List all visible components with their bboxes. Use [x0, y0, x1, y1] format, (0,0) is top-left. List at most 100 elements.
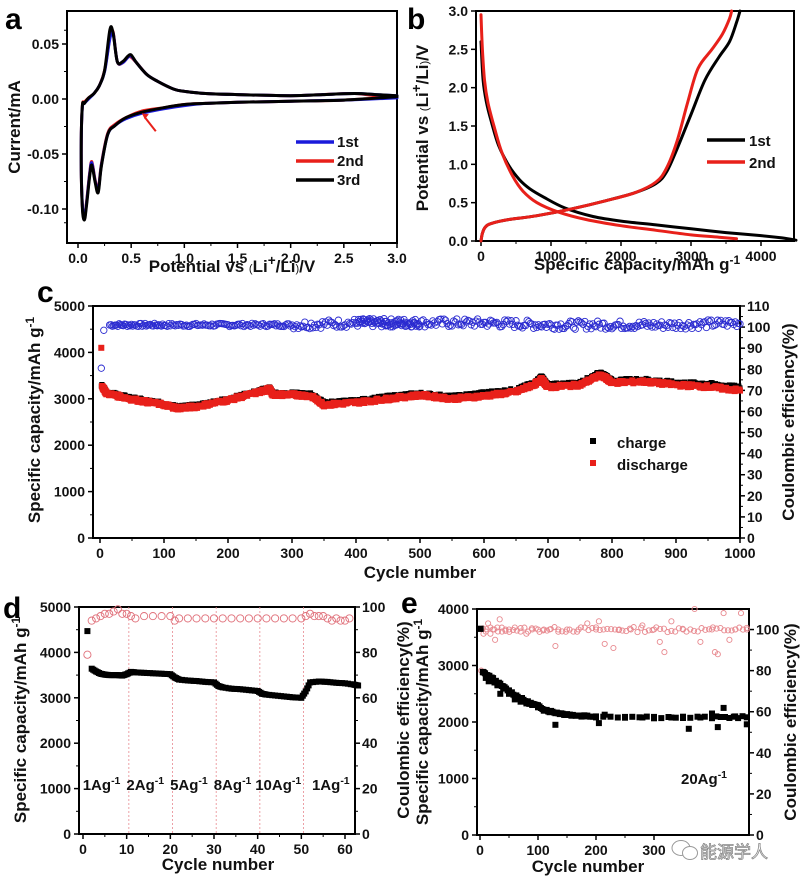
- y2-tick-label: 50: [747, 425, 763, 441]
- y2-tick-label: 80: [747, 361, 763, 377]
- data-point-ce: [691, 605, 698, 613]
- legend-label-charge: charge: [617, 435, 666, 452]
- y2-tick-label: 10: [747, 509, 763, 525]
- legend-marker-charge: [590, 438, 596, 444]
- y-tick-label: 0.5: [449, 195, 469, 211]
- legend-label: 1st: [337, 134, 359, 151]
- data-point-capacity: [639, 714, 646, 721]
- data-point-ce: [113, 605, 122, 614]
- data-point-ce: [726, 636, 733, 643]
- data-point-capacity: [593, 713, 599, 720]
- data-point-capacity: [511, 696, 518, 703]
- data-point-capacity: [84, 628, 91, 635]
- y-tick-label: -0.10: [27, 201, 59, 217]
- y2-axis-label: Coulombic efficiency(%): [779, 323, 798, 520]
- x-tick-label: 600: [472, 545, 496, 561]
- x-tick-label: 10: [119, 841, 135, 857]
- data-point-ce: [122, 320, 130, 329]
- data-point-ce: [96, 612, 105, 621]
- wechat-icon: [671, 840, 698, 860]
- data-point-ce: [555, 628, 562, 635]
- y2-axis-label: Coulombic efficiency(%): [394, 621, 413, 818]
- data-point-ce: [166, 612, 175, 621]
- y2-tick-label: 60: [747, 403, 763, 419]
- data-point-ce: [630, 624, 637, 631]
- annotation-arrow-head: [141, 113, 149, 120]
- data-point-ce: [532, 625, 539, 632]
- y-axis-label-part: ): [419, 61, 431, 65]
- data-point-capacity: [709, 710, 715, 717]
- y2-axis-label: Coulombic efficiency(%): [781, 623, 800, 820]
- data-point-ce: [270, 320, 279, 328]
- data-point-ce: [285, 320, 293, 328]
- data-point-ce: [504, 316, 512, 324]
- y2-tick-label: 20: [362, 781, 378, 797]
- data-point-ce: [131, 614, 140, 623]
- data-point-ce: [528, 625, 535, 632]
- data-point-ce: [505, 626, 513, 633]
- data-point-capacity: [680, 715, 686, 721]
- series-line-1st: [79, 29, 399, 220]
- data-point-ce: [702, 323, 711, 332]
- y-axis-label-base: Specific capacity/mAh g: [25, 328, 44, 524]
- x-axis-label: Cycle number: [364, 563, 477, 582]
- x-tick-label: 1.0: [175, 250, 195, 266]
- x-tick-label: 100: [526, 842, 550, 858]
- legend-label: 3rd: [337, 172, 360, 189]
- legend-label: 1st: [749, 133, 771, 150]
- data-point-ce: [200, 320, 208, 328]
- plot-frame: [476, 608, 750, 836]
- data-point-ce: [661, 649, 668, 656]
- data-point-ce: [660, 625, 667, 632]
- data-point-ce: [299, 322, 307, 330]
- data-point-capacity: [479, 669, 486, 676]
- data-point-capacity: [488, 674, 495, 681]
- data-point-ce: [92, 614, 101, 623]
- data-point-ce: [540, 627, 547, 634]
- y2-tick-label: 20: [756, 786, 772, 802]
- data-point-capacity: [569, 712, 576, 719]
- x-tick-label: 0.0: [68, 250, 88, 266]
- data-point-capacity: [506, 690, 512, 697]
- data-point-capacity: [355, 682, 362, 689]
- y-axis-label-part: /V: [413, 44, 432, 61]
- data-point-ce: [574, 628, 581, 635]
- x-tick-label: 500: [408, 545, 432, 561]
- rate-label-sup: -1: [198, 775, 207, 787]
- data-point-ce: [551, 624, 558, 631]
- x-tick-label: 2.0: [281, 250, 301, 266]
- y-tick-label: 1.0: [449, 156, 469, 172]
- rate-label-sup: -1: [242, 775, 251, 787]
- data-point-capacity: [643, 713, 650, 720]
- panel-e: 0 100 200 300010002000300040000204060801002…: [411, 601, 800, 876]
- data-point-capacity: [713, 713, 720, 720]
- data-point-ce: [227, 614, 236, 623]
- data-point-capacity: [709, 715, 715, 722]
- panel-d: 0 10 20 30 40 50 60 0 1000 2000 3000 4000 5000 0 20 40 6…: [9, 599, 413, 874]
- x-axis-label-base: Specific capacity/mAh g: [534, 255, 730, 274]
- y-tick-label: 5000: [40, 599, 71, 615]
- data-point-capacity: [529, 702, 536, 708]
- x-axis-label: Potential vs (Li+/Li)/V: [149, 253, 316, 276]
- data-point-ce: [690, 627, 698, 634]
- y-tick-label: 0: [77, 530, 85, 546]
- data-point-ce: [685, 319, 693, 327]
- y-axis-label-part: Potential vs: [413, 111, 432, 211]
- y2-tick-label: 40: [362, 735, 378, 751]
- data-point-capacity: [743, 721, 750, 728]
- y-tick-label: 1000: [438, 771, 469, 787]
- data-point-ce: [721, 627, 728, 634]
- data-point-ce: [510, 626, 517, 634]
- data-point-ce: [492, 636, 499, 643]
- data-point-ce: [253, 614, 262, 623]
- y-tick-label: 2.5: [449, 41, 469, 57]
- data-point-ce: [336, 616, 345, 625]
- data-point-ce: [496, 616, 503, 623]
- data-point-ce: [417, 317, 426, 325]
- data-point-ce: [314, 612, 323, 621]
- data-point-capacity: [685, 725, 692, 732]
- y2-tick-label: 80: [756, 663, 772, 679]
- data-point-capacity: [701, 713, 708, 720]
- y2-tick-label: 100: [747, 319, 771, 335]
- data-point-ce: [529, 324, 538, 332]
